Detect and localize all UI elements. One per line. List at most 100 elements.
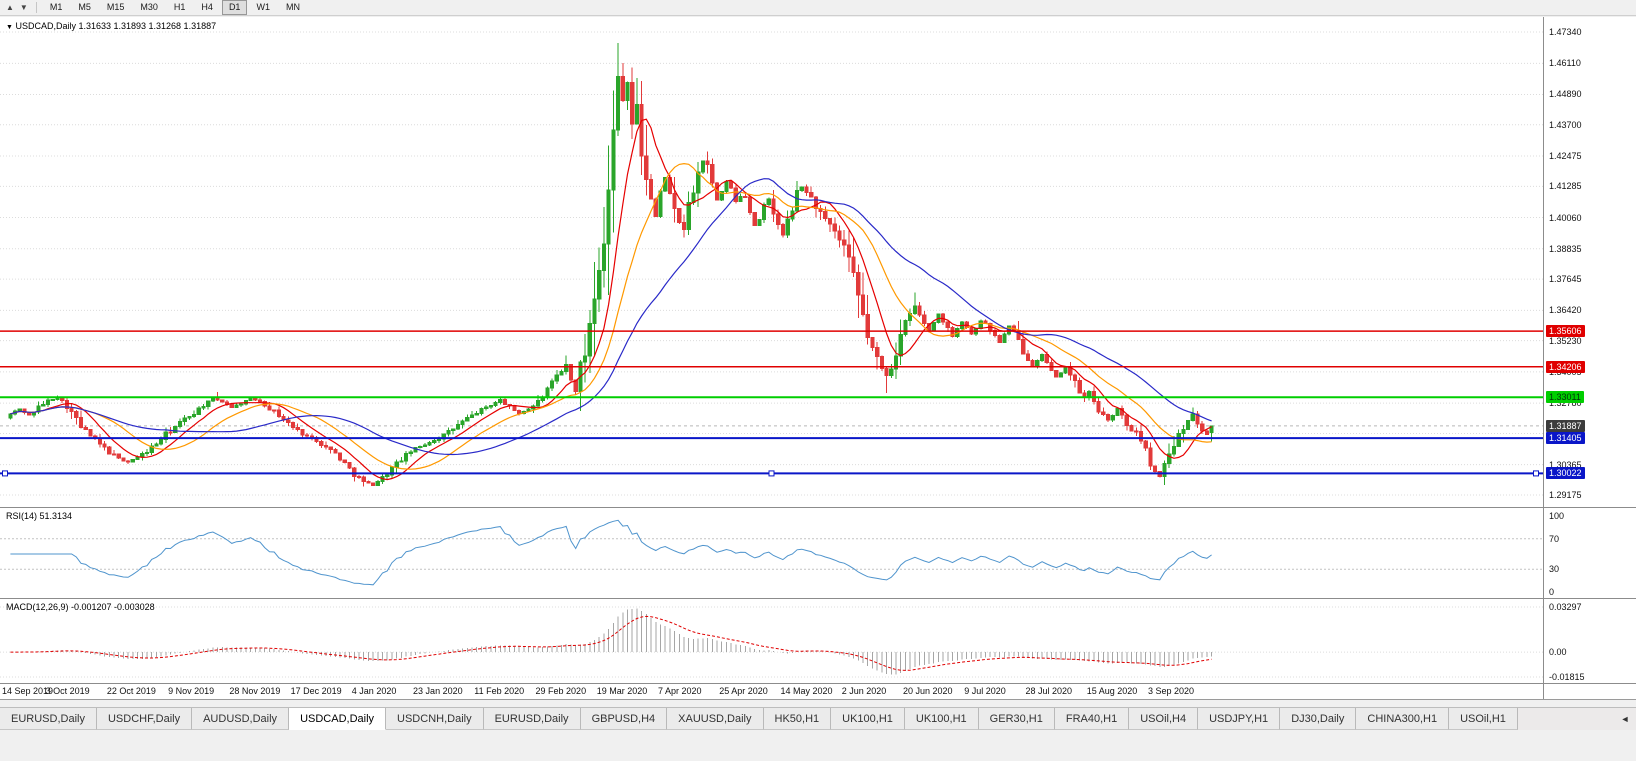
current-price-label: 1.31887 (1546, 419, 1585, 432)
chart-tab-eurusd-daily[interactable]: EURUSD,Daily (0, 708, 97, 730)
chart-title: ▼ USDCAD,Daily 1.31633 1.31893 1.31268 1… (6, 21, 216, 31)
symbol-marker-icon: ▼ (6, 24, 13, 31)
rsi-tick-label: 100 (1549, 511, 1565, 521)
chart-tab-usdcad-daily[interactable]: USDCAD,Daily (289, 708, 387, 730)
price-tick-label: 1.29175 (1549, 490, 1582, 500)
date-label: 14 May 2020 (780, 686, 833, 696)
price-tick-label: 1.47340 (1549, 27, 1582, 37)
date-label: 4 Jan 2020 (351, 686, 397, 696)
date-label: 19 Mar 2020 (596, 686, 648, 696)
date-label: 11 Feb 2020 (474, 686, 525, 696)
price-tick-label: 1.37645 (1549, 274, 1582, 285)
timeframe-button-m1[interactable]: M1 (49, 2, 63, 12)
chart-tab-audusd-daily[interactable]: AUDUSD,Daily (192, 708, 290, 730)
level-price-label: 1.31405 (1546, 432, 1585, 445)
chart-tab-hk50-h1[interactable]: HK50,H1 (763, 708, 832, 730)
level-price-label: 1.35606 (1546, 325, 1585, 338)
ma-17-line (10, 162, 1212, 470)
line-handle[interactable] (2, 470, 8, 477)
chart-tab-xauusd-daily[interactable]: XAUUSD,Daily (667, 708, 764, 730)
date-label: 15 Aug 2020 (1086, 686, 1138, 696)
timeframe-button-m5[interactable]: M5 (78, 2, 91, 12)
timeframe-button-h1[interactable]: H1 (173, 2, 186, 12)
price-tick-label: 1.43700 (1549, 119, 1582, 130)
date-label: 7 Apr 2020 (658, 686, 702, 696)
date-label: 9 Nov 2019 (168, 686, 215, 696)
pane-separator (0, 507, 1636, 508)
timeframe-toolbar: ▲ ▼ M1 M5 M15 M30 H1 H4 D1 W1 MN (0, 0, 1636, 16)
price-tick-label: 1.40060 (1549, 212, 1582, 223)
macd-title: MACD(12,26,9) -0.001207 -0.003028 (6, 602, 155, 612)
ma-34-line (10, 178, 1212, 456)
rsi-line (10, 519, 1212, 586)
chart-tab-eurusd-daily[interactable]: EURUSD,Daily (483, 708, 581, 730)
tab-scroll-left-icon[interactable]: ◄ (1620, 714, 1630, 724)
chart-tab-usdcnh-daily[interactable]: USDCNH,Daily (386, 708, 484, 730)
date-label: 17 Dec 2019 (290, 686, 342, 696)
rsi-pane[interactable] (0, 508, 1543, 598)
timeframe-button-d1[interactable]: D1 (221, 0, 248, 15)
chart-tab-ger30-h1[interactable]: GER30,H1 (978, 708, 1055, 730)
macd-tick-label: 0.00 (1549, 647, 1567, 658)
price-tick-label: 1.46110 (1549, 58, 1581, 69)
macd-pane[interactable] (0, 599, 1543, 683)
macd-tick-label: 0.03297 (1549, 602, 1582, 612)
macd-tick-label: -0.01815 (1549, 672, 1585, 682)
scroll-down-icon[interactable]: ▼ (19, 2, 28, 12)
chart-tab-uk100-h1[interactable]: UK100,H1 (904, 708, 979, 730)
chart-tab-usoil-h1[interactable]: USOil,H1 (1449, 708, 1518, 730)
chart-tab-china300-h1[interactable]: CHINA300,H1 (1356, 708, 1450, 730)
level-price-label: 1.30022 (1546, 467, 1585, 480)
chart-tab-usoil-h4[interactable]: USOil,H4 (1129, 708, 1199, 730)
timeframe-buttons: M1 M5 M15 M30 H1 H4 D1 W1 MN (42, 0, 308, 15)
date-axis: 14 Sep 2019 3 Oct 2019 22 Oct 2019 9 Nov 20… (0, 684, 1543, 699)
pane-separator (0, 598, 1636, 599)
timeframe-button-h4[interactable]: H4 (201, 2, 213, 12)
chart-tab-fra40-h1[interactable]: FRA40,H1 (1054, 708, 1130, 730)
price-tick-label: 1.32780 (1549, 398, 1582, 409)
macd-histogram (14, 608, 1213, 675)
date-label: 25 Apr 2020 (719, 686, 768, 696)
timeframe-button-w1[interactable]: W1 (256, 2, 270, 12)
timeframe-button-mn[interactable]: MN (285, 2, 300, 12)
timeframe-button-m30[interactable]: M30 (140, 2, 158, 12)
price-tick-label: 1.42475 (1549, 151, 1582, 161)
toolbar-separator (35, 2, 37, 13)
candles-group (8, 42, 1214, 487)
chart-tab-usdchf-daily[interactable]: USDCHF,Daily (96, 708, 193, 730)
line-handle[interactable] (1533, 470, 1539, 477)
price-tick-label: 1.36420 (1549, 305, 1582, 316)
price-tick-label: 1.35230 (1549, 335, 1582, 346)
date-label: 9 Jul 2020 (964, 686, 1006, 696)
level-price-label: 1.33011 (1546, 391, 1584, 404)
scroll-up-icon[interactable]: ▲ (6, 2, 14, 12)
rsi-title: RSI(14) 51.3134 (6, 511, 73, 521)
pane-separator (0, 683, 1636, 684)
date-label: 2 Jun 2020 (841, 686, 887, 696)
price-tick-label: 1.38835 (1549, 243, 1582, 254)
price-tick-label: 1.30365 (1549, 459, 1582, 470)
price-tick-label: 1.44890 (1549, 89, 1582, 100)
price-chart-pane[interactable] (0, 17, 1543, 507)
level-price-label: 1.34206 (1546, 360, 1585, 373)
macd-signal-line (10, 615, 1212, 671)
date-label: 28 Jul 2020 (1025, 686, 1073, 696)
chart-tabs: EURUSD,Daily USDCHF,Daily AUDUSD,Daily USDC… (0, 707, 1636, 730)
rsi-tick-label: 30 (1549, 564, 1560, 575)
chart-tab-usdjpy-h1[interactable]: USDJPY,H1 (1198, 708, 1281, 730)
date-label: 22 Oct 2019 (106, 686, 156, 696)
price-axis: 1.47340 1.46110 1.44890 1.43700 1.42475 1.412… (1544, 17, 1636, 699)
ma-8-line (10, 118, 1212, 481)
chart-window[interactable]: ▼ USDCAD,Daily 1.31633 1.31893 1.31268 1… (0, 17, 1636, 700)
chart-tab-gbpusd-h4[interactable]: GBPUSD,H4 (580, 708, 668, 730)
chart-tab-uk100-h1[interactable]: UK100,H1 (831, 708, 905, 730)
rsi-tick-label: 70 (1549, 533, 1560, 544)
date-label: 28 Nov 2019 (229, 686, 281, 696)
line-handle[interactable] (768, 470, 775, 477)
date-label: 20 Jun 2020 (902, 686, 953, 696)
date-label: 3 Oct 2019 (45, 686, 90, 696)
price-axis-border (1543, 17, 1544, 699)
date-label: 23 Jan 2020 (413, 686, 463, 696)
timeframe-button-m15[interactable]: M15 (106, 2, 125, 12)
chart-tab-dj30-daily[interactable]: DJ30,Daily (1280, 708, 1357, 730)
